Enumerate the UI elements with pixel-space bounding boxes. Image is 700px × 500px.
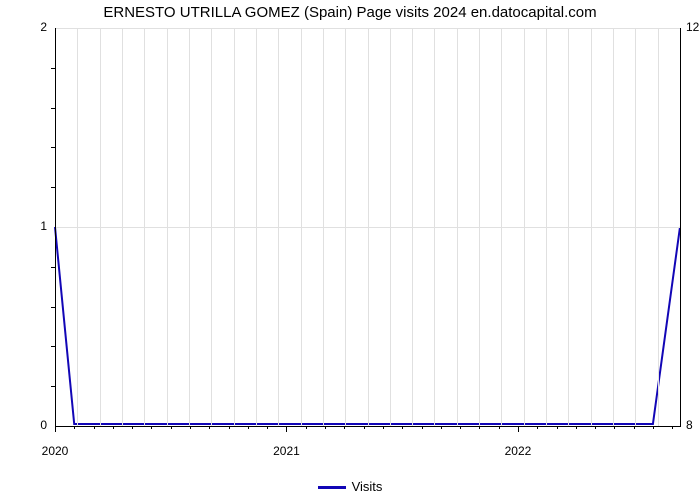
y2-tick-label: 8: [686, 418, 693, 432]
axis-line: [680, 28, 681, 426]
chart-container: { "chart": { "type": "line", "title": "E…: [0, 0, 700, 500]
y2-tick-label: 12: [686, 20, 699, 34]
legend-swatch: [318, 486, 346, 489]
axis-line: [55, 426, 681, 427]
grid-h: [55, 227, 680, 228]
legend-label: Visits: [352, 479, 383, 494]
y-tick-label: 0: [40, 418, 47, 432]
axis-line: [55, 28, 56, 426]
y-tick-label: 1: [40, 219, 47, 233]
legend: Visits: [0, 479, 700, 494]
x-tick-label: 2022: [498, 444, 538, 458]
y-tick-label: 2: [40, 20, 47, 34]
x-tick-label: 2020: [35, 444, 75, 458]
visits-line: [0, 0, 700, 500]
x-tick-label: 2021: [266, 444, 306, 458]
grid-h: [55, 28, 680, 29]
